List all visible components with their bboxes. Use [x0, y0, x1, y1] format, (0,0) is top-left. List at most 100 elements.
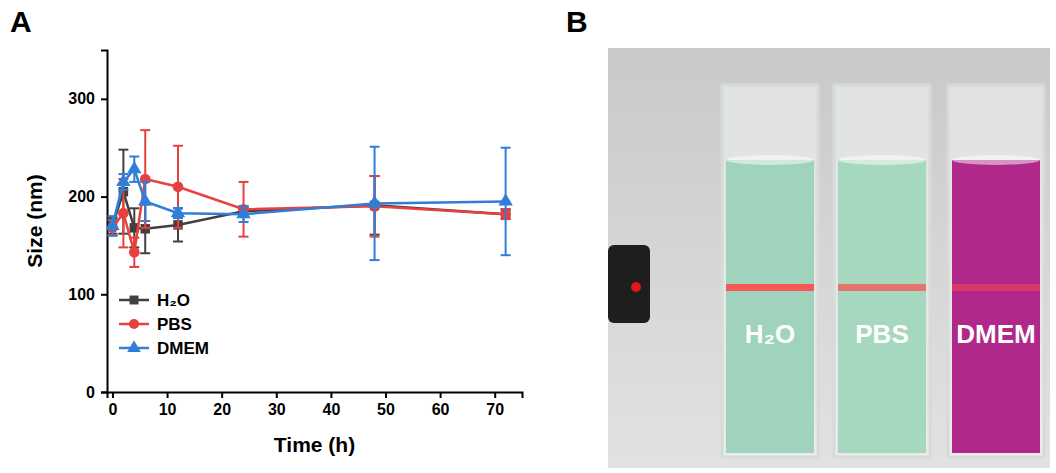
point	[127, 161, 141, 173]
legend-label: H₂O	[157, 291, 190, 310]
point	[171, 205, 185, 217]
legend-label: PBS	[157, 315, 192, 334]
legend-item: H₂O	[119, 291, 190, 310]
error-cap	[140, 220, 150, 222]
legend: H₂O PBS DMEM	[119, 291, 209, 358]
tick-mark	[101, 392, 107, 394]
point	[118, 208, 129, 219]
tick-label: 0	[109, 401, 118, 418]
tick-mark	[494, 392, 496, 398]
tick-mark	[385, 392, 387, 398]
tick-mark	[440, 392, 442, 398]
cuvette-liquid	[726, 160, 814, 453]
tick: 300	[68, 90, 107, 107]
tick: 20	[213, 392, 231, 418]
tick-mark	[330, 392, 332, 398]
error-cap	[501, 254, 511, 256]
error-cap	[173, 241, 183, 243]
tick: 200	[68, 188, 107, 205]
series-line	[112, 169, 505, 226]
series	[107, 150, 510, 254]
point	[129, 247, 140, 258]
cuvette-label: PBS	[855, 319, 908, 349]
laser-beam	[838, 284, 926, 291]
point	[173, 181, 184, 192]
tick: 0	[86, 384, 107, 401]
tick: 70	[486, 392, 504, 418]
legend-item: PBS	[119, 315, 192, 334]
series	[107, 147, 513, 260]
error-cap	[173, 145, 183, 147]
tick: 30	[268, 392, 286, 418]
y-axis-title: Size (nm)	[23, 174, 46, 267]
point	[236, 206, 250, 218]
legend-item: DMEM	[119, 339, 209, 358]
cuvette-glass	[834, 85, 930, 457]
error-cap	[129, 207, 139, 209]
cuvette-label: DMEM	[956, 319, 1035, 349]
cuvette: H₂O	[722, 85, 818, 457]
error-cap	[107, 235, 117, 237]
cuvette-label: H₂O	[745, 319, 796, 349]
axis-line	[101, 51, 108, 393]
error-cap	[129, 237, 139, 239]
tick-mark	[112, 392, 114, 398]
legend-marker	[129, 319, 139, 329]
tick-label: 20	[213, 401, 231, 418]
error-cap	[239, 181, 249, 183]
tick-label: 200	[68, 188, 95, 205]
meniscus	[952, 155, 1040, 165]
figure: A 0 10 20 30 40 50 60 70 0 100 200 300 Time (h) Size (…	[0, 0, 1056, 473]
legend-marker	[130, 296, 139, 305]
point	[138, 193, 152, 205]
point	[367, 195, 381, 207]
tick-mark	[276, 392, 278, 398]
tick-mark	[101, 98, 107, 100]
tick-mark	[221, 392, 223, 398]
error-cap	[129, 156, 139, 158]
error-cap	[140, 129, 150, 131]
error-cap	[173, 217, 183, 219]
cuvette: DMEM	[948, 85, 1044, 457]
cuvette-liquid	[952, 160, 1040, 453]
tick-label: 100	[68, 286, 95, 303]
tick: 100	[68, 286, 107, 303]
tick-mark	[101, 294, 107, 296]
tick: 0	[109, 392, 118, 418]
tick: 50	[377, 392, 395, 418]
error-cap	[370, 146, 380, 148]
error-bar	[118, 179, 128, 247]
photo-background	[608, 48, 1050, 468]
point	[140, 174, 151, 185]
tick-label: 0	[86, 384, 95, 401]
tick-label: 70	[486, 401, 504, 418]
point	[116, 174, 130, 186]
error-cap	[118, 189, 128, 191]
y-axis: 0 100 200 300	[68, 51, 107, 401]
point	[498, 193, 512, 205]
photo: H₂O PBS DMEM	[608, 48, 1050, 468]
laser-beam	[952, 284, 1040, 291]
error-cap	[370, 259, 380, 261]
meniscus	[838, 155, 926, 165]
plot-marks	[107, 130, 513, 267]
tick: 60	[432, 392, 450, 418]
tick-mark	[167, 392, 169, 398]
tick-label: 30	[268, 401, 286, 418]
tick-label: 40	[322, 401, 340, 418]
x-axis-title: Time (h)	[274, 433, 355, 456]
laser-pointer	[608, 245, 650, 323]
error-cap	[107, 215, 117, 217]
panel-label: A	[10, 5, 32, 38]
error-cap	[118, 246, 128, 248]
cuvette: PBS	[834, 85, 930, 457]
tick: 10	[159, 392, 177, 418]
panel-label: B	[566, 5, 588, 38]
axis-line	[108, 393, 523, 399]
tick-mark	[101, 196, 107, 198]
tick-label: 50	[377, 401, 395, 418]
error-bar	[140, 130, 150, 228]
error-cap	[140, 252, 150, 254]
tick-label: 60	[432, 401, 450, 418]
legend-marker	[127, 340, 141, 352]
